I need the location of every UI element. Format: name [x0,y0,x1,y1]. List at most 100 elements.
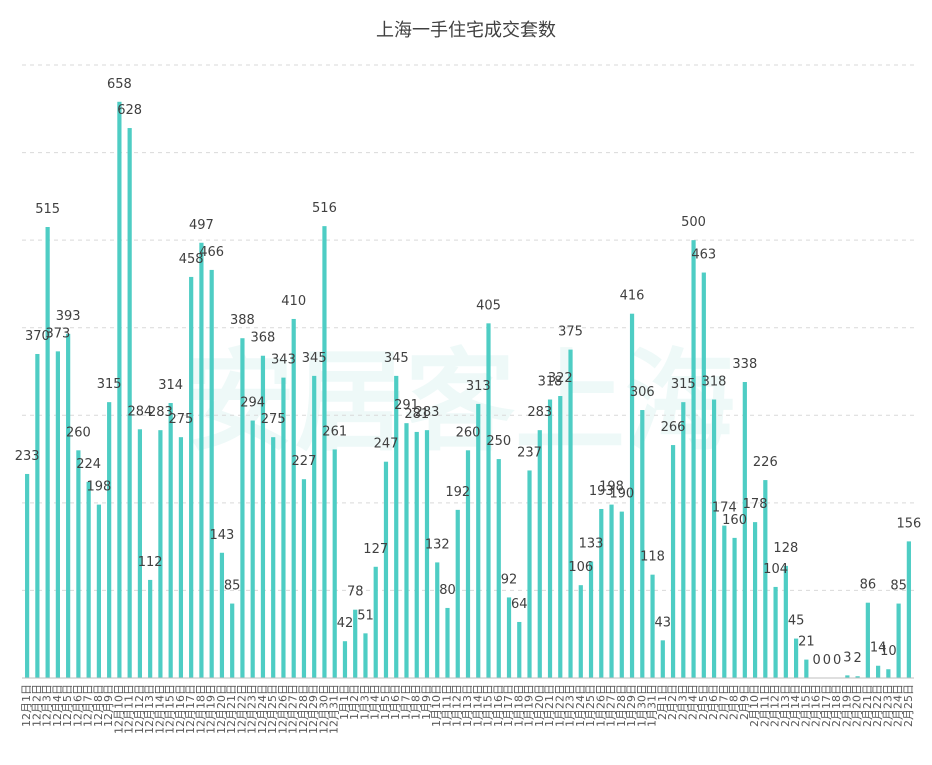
x-tick-label: 12月2日 [30,684,43,727]
data-label: 80 [439,583,456,598]
bar [845,675,850,678]
x-tick-label: 12月6日 [71,684,84,727]
x-tick-label: 2月16日 [810,684,823,727]
bars-group [25,101,911,679]
x-tick-label: 12月23日 [246,684,259,734]
data-label: 466 [199,245,224,260]
bar [455,509,460,678]
x-tick-label: 12月9日 [102,684,115,727]
data-label: 368 [251,331,276,346]
x-tick-label: 12月18日 [194,684,207,734]
bar [271,437,276,678]
bar [35,353,40,678]
bar [681,402,686,678]
data-label: 283 [415,405,440,420]
bar [752,522,758,678]
data-label: 275 [261,412,286,427]
data-label: 343 [271,353,296,368]
x-tick-label: 2月12日 [769,684,782,727]
data-label: 190 [609,487,634,502]
data-label: 160 [722,513,747,528]
data-label: 628 [117,103,142,118]
x-tick-label: 2月21日 [861,684,874,727]
data-label: 133 [579,537,604,552]
x-tick-label: 12月16日 [174,684,187,734]
bar [711,399,717,678]
x-tick-label: 1月11日 [440,684,453,727]
data-label: 86 [860,578,877,593]
x-tick-label: 2月9日 [738,684,751,720]
data-label: 198 [86,480,111,495]
bar [804,659,809,678]
bar [783,565,788,678]
x-tick-label: 1月26日 [594,684,607,727]
bar [363,633,368,678]
data-label: 132 [425,537,450,552]
data-label: 64 [511,597,528,612]
x-tick-label: 1月13日 [461,684,474,727]
x-tick-label: 2月8日 [728,684,741,720]
x-tick-label: 12月21日 [225,684,238,734]
x-tick-label: 1月9日 [420,684,433,720]
data-label: 118 [640,550,665,565]
x-tick-label: 1月1日 [338,684,351,720]
bar [517,621,522,678]
bar [568,349,573,678]
bar [609,504,614,678]
x-tick-label: 12月17日 [184,684,197,734]
bar [445,607,450,678]
bar [691,240,696,678]
x-tick-label: 2月20日 [851,684,864,727]
data-label: 0 [812,653,820,668]
bar [773,586,778,678]
bar [230,603,235,678]
x-tick-label: 1月24日 [574,684,587,727]
x-tick-label: 2月1日 [656,684,669,720]
x-tick-label: 12月26日 [276,684,289,734]
data-label: 85 [890,579,907,594]
x-tick-label: 12月10日 [112,684,125,734]
data-label: 224 [76,457,101,472]
x-tick-label: 12月15日 [164,684,177,734]
bar [865,602,870,678]
bar [906,541,911,678]
data-label: 43 [655,615,672,630]
x-tick-label: 1月25日 [584,684,597,727]
data-label: 291 [394,398,419,413]
x-tick-label: 1月15日 [482,684,495,727]
x-tick-label: 12月25日 [266,684,279,734]
x-tick-label: 2月2日 [666,684,679,720]
x-tick-label: 1月28日 [615,684,628,727]
bar [793,638,799,678]
data-label: 314 [158,378,183,393]
x-tick-label: 1月2日 [348,684,361,720]
x-tick-label: 12月11日 [123,684,136,734]
x-tick-label: 12月12日 [133,684,146,734]
x-tick-label: 12月7日 [82,684,95,727]
data-label: 261 [322,424,347,439]
bar [558,396,563,678]
data-label: 345 [384,351,409,366]
bar [312,375,317,678]
bar [45,227,50,678]
data-label: 42 [337,616,354,631]
x-tick-label: 2月24日 [892,684,905,727]
x-tick-label: 12月24日 [256,684,269,734]
bar [96,504,101,678]
data-label: 226 [753,455,778,470]
bar [599,508,604,678]
data-label: 3 [843,650,851,665]
bar [660,640,665,678]
x-tick-label: 12月28日 [297,684,310,734]
data-label: 2 [853,651,861,666]
x-tick-label: 1月8日 [410,684,423,720]
data-label: 458 [179,252,204,267]
x-tick-label: 12月30日 [317,684,330,734]
data-label: 410 [281,294,306,309]
bar [168,403,173,678]
data-label: 283 [148,405,173,420]
x-tick-labels-group: 12月1日12月2日12月3日12月4日12月5日12月6日12月7日12月8日… [20,684,915,734]
data-label: 375 [558,325,583,340]
data-label: 104 [763,562,788,577]
bar [619,511,624,678]
